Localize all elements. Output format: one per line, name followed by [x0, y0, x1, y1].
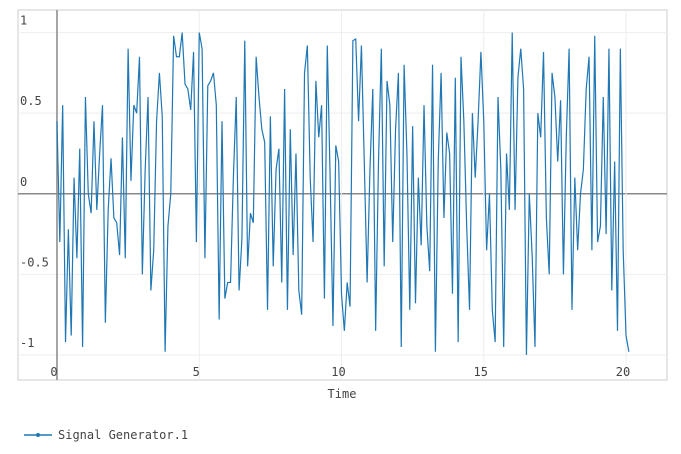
legend-label: Signal Generator.1	[58, 428, 188, 442]
x-axis-label: Time	[328, 387, 357, 401]
series-line	[56, 32, 630, 356]
x-tick-label: 10	[331, 365, 345, 379]
x-tick-label: 0	[50, 365, 57, 379]
y-tick-label: 0	[20, 175, 27, 189]
legend-marker	[36, 433, 40, 437]
x-tick-label: 5	[193, 365, 200, 379]
y-tick-label: 0.5	[20, 94, 42, 108]
y-tick-label: -1	[20, 336, 34, 350]
x-tick-label: 15	[474, 365, 488, 379]
plot-frame	[17, 9, 668, 381]
y-tick-label: -0.5	[20, 255, 49, 269]
x-tick-label: 20	[616, 365, 630, 379]
y-tick-label: 1	[20, 14, 27, 28]
